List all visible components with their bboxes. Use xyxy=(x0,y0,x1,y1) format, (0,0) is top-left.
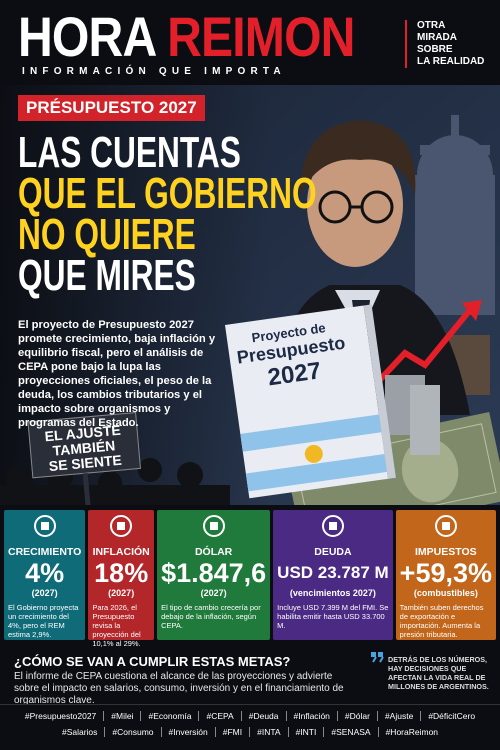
card-note: El Gobierno proyecta un crecimiento del … xyxy=(8,603,79,639)
side-line: SOBRE xyxy=(417,44,453,55)
card-icon xyxy=(434,515,457,537)
question: ¿CÓMO SE VAN A CUMPLIR ESTAS METAS? xyxy=(14,654,291,669)
quote-mark xyxy=(371,652,384,663)
hashtag: #Dólar xyxy=(336,711,377,721)
hashtag: #CEPA xyxy=(198,711,240,721)
hashtag: #Deuda xyxy=(240,711,286,721)
brand-right: REIMON xyxy=(167,5,355,68)
card-note: Incluye USD 7.399 M del FMI. Se habilita… xyxy=(277,603,389,630)
brand: HORA REIMON xyxy=(18,4,355,69)
card-sub: (2027) xyxy=(31,588,58,598)
card-sub: (vencimientos 2027) xyxy=(289,588,376,598)
card-title: IMPUESTOS xyxy=(415,546,477,558)
stat-card: DEUDA USD 23.787 M (vencimientos 2027) Incl… xyxy=(273,510,393,640)
quote: DETRÁS DE LOS NÚMEROS, HAY DECISIONES QU… xyxy=(388,655,489,691)
card-note: El tipo de cambio crecería por debajo de… xyxy=(161,603,261,630)
card-value: USD 23.787 M xyxy=(277,563,389,582)
brand-left: HORA xyxy=(18,5,155,68)
stat-card: CRECIMIENTO 4% (2027) El Gobierno proyecta … xyxy=(4,510,86,640)
headline-line: QUE MIRES xyxy=(18,251,196,300)
hashtag-row: #Salarios #Consumo #Inversión #FMI #INTA #INT… xyxy=(0,727,500,737)
hashtag: #INTA xyxy=(249,727,287,737)
headline-line: QUE EL GOBIERNO xyxy=(18,169,317,218)
card-title: DEUDA xyxy=(314,546,352,558)
hashtag: #SENASA xyxy=(323,727,377,737)
stat-card: INFLACIÓN 18% (2027) Para 2026, el Presupue… xyxy=(88,510,155,648)
card-icon xyxy=(110,515,133,537)
hashtag: #Economía xyxy=(140,711,198,721)
card-icon xyxy=(33,515,56,537)
kicker: PRÉSUPUESTO 2027 xyxy=(18,95,205,121)
card-title: DÓLAR xyxy=(194,546,233,558)
hashtag: #Inflación xyxy=(285,711,337,721)
card-icon xyxy=(202,515,225,537)
stat-card: IMPUESTOS +59,3% (combustibles) También sub… xyxy=(395,510,496,640)
card-sub: (combustibles) xyxy=(413,588,478,598)
card-title: INFLACIÓN xyxy=(92,546,150,558)
stat-card: DÓLAR $1.847,6 (2027) El tipo de cambio cre… xyxy=(157,510,271,640)
side-line: LA REALIDAD xyxy=(417,56,485,67)
protest-sign: EL AJUSTE TAMBIÉN SE SIENTE xyxy=(32,422,136,476)
card-note: También suben derechos de exportación e … xyxy=(399,603,484,639)
side-line: OTRA xyxy=(417,20,446,31)
card-value: 4% xyxy=(25,558,65,588)
hashtag: #Milei xyxy=(103,711,140,721)
hero-illustration xyxy=(0,85,500,505)
hashtag: #Inversión xyxy=(160,727,215,737)
card-title: CRECIMIENTO xyxy=(8,546,82,558)
tagline: INFORMACIÓN QUE IMPORTA xyxy=(22,66,286,77)
hashtag: #Ajuste xyxy=(376,711,420,721)
hashtag: #Presupuesto2027 xyxy=(24,711,97,721)
hashtag: #DéficitCero xyxy=(420,711,482,721)
side-line: MIRADA xyxy=(417,32,457,43)
hashtag-row: #Presupuesto2027 #Milei #Economía #CEPA #Deu… xyxy=(0,711,500,721)
headline-line: NO QUIERE xyxy=(18,210,196,259)
hashtags: #Presupuesto2027 #Milei #Economía #CEPA #Deu… xyxy=(0,704,500,737)
side-slogan: OTRA MIRADA SOBRE LA REALIDAD xyxy=(405,20,484,68)
card-icon xyxy=(321,515,344,537)
stat-cards: CRECIMIENTO 4% (2027) El Gobierno proyecta … xyxy=(4,510,496,648)
intro: El proyecto de Presupuesto 2027 promete … xyxy=(18,319,216,429)
headline: LAS CUENTAS QUE EL GOBIERNO NO QUIERE QUE M… xyxy=(18,128,317,300)
card-note: Para 2026, el Presupuesto revisa la proy… xyxy=(92,603,141,648)
summary: El informe de CEPA cuestiona el alcance … xyxy=(14,671,344,706)
card-value: +59,3% xyxy=(399,558,492,588)
hashtag: #Salarios xyxy=(61,727,98,737)
hashtag: #Consumo xyxy=(104,727,160,737)
card-sub: (2027) xyxy=(200,588,227,598)
card-value: $1.847,6 xyxy=(161,558,267,588)
hashtag: #HoraReimon xyxy=(377,727,445,737)
card-value: 18% xyxy=(94,558,149,588)
card-sub: (2027) xyxy=(108,588,135,598)
hashtag: #FMI xyxy=(214,727,249,737)
headline-line: LAS CUENTAS xyxy=(18,128,241,177)
hashtag: #INTI xyxy=(287,727,324,737)
